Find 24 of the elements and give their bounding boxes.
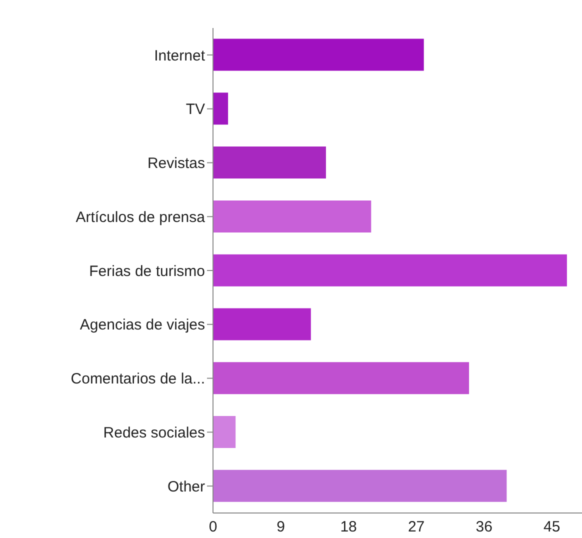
bar bbox=[213, 470, 507, 502]
bar bbox=[213, 254, 567, 286]
x-tick-label: 9 bbox=[276, 518, 285, 536]
x-tick-label: 27 bbox=[408, 518, 425, 536]
y-tick-label: Internet bbox=[154, 47, 206, 64]
x-tick-label: 36 bbox=[476, 518, 492, 536]
bar bbox=[213, 92, 228, 125]
bar bbox=[213, 38, 424, 71]
x-tick-label: 0 bbox=[208, 518, 218, 536]
x-tick-label: 18 bbox=[340, 518, 357, 536]
y-tick-label: Other bbox=[167, 478, 206, 496]
y-tick-label: Ferias de turismo bbox=[89, 262, 205, 280]
bar bbox=[213, 308, 311, 340]
y-tick-label: TV bbox=[186, 101, 205, 118]
y-tick-label: Artículos de prensa bbox=[76, 208, 206, 226]
y-tick-label: Revistas bbox=[147, 155, 205, 172]
y-tick-label: Comentarios de la... bbox=[70, 370, 205, 388]
y-tick-label: Redes sociales bbox=[103, 424, 205, 442]
bar bbox=[213, 200, 372, 232]
x-tick-label: 45 bbox=[544, 518, 560, 536]
y-tick-label: Agencias de viajes bbox=[80, 316, 205, 334]
bar bbox=[213, 362, 470, 394]
bar bbox=[213, 146, 326, 179]
bar bbox=[213, 416, 236, 448]
